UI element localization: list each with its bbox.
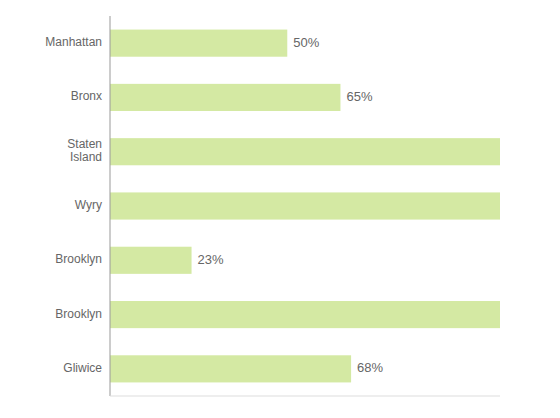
y-tick-label: Wyry	[75, 198, 102, 212]
bar	[110, 30, 287, 57]
y-tick-label-line: Gliwice	[63, 361, 102, 375]
bar	[110, 192, 500, 219]
data-label: 68%	[357, 360, 383, 375]
y-tick-label: Bronx	[71, 90, 102, 104]
data-label: 23%	[198, 252, 224, 267]
axes	[110, 16, 500, 396]
y-tick-label: Manhattan	[45, 35, 102, 49]
bar	[110, 301, 500, 328]
y-tick-labels: Manhattan Bronx StatenIsland Wyry Brooklyn Br…	[45, 35, 102, 375]
y-tick-label-line: Manhattan	[45, 35, 102, 49]
y-axis-line	[110, 16, 111, 396]
y-tick-label-line: Brooklyn	[55, 252, 102, 266]
y-tick-label: StatenIsland	[67, 137, 102, 164]
bar	[110, 247, 192, 274]
y-tick-label-line: Bronx	[71, 90, 102, 104]
y-tick-label: Gliwice	[63, 361, 102, 375]
chart-container: Manhattan Bronx StatenIsland Wyry Brooklyn Br…	[0, 0, 560, 418]
y-tick-label-line: Staten	[67, 137, 102, 151]
y-tick-label: Brooklyn	[55, 252, 102, 266]
bar	[110, 138, 500, 165]
bar	[110, 355, 351, 382]
chart-svg: Manhattan Bronx StatenIsland Wyry Brooklyn Br…	[0, 0, 560, 418]
y-tick-label: Brooklyn	[55, 307, 102, 321]
data-label: 65%	[346, 89, 372, 104]
data-labels: 50% 65% 23% 68%	[198, 35, 384, 376]
y-tick-label-line: Brooklyn	[55, 307, 102, 321]
y-tick-label-line: Island	[70, 150, 102, 164]
x-axis-line	[110, 396, 500, 397]
bars	[110, 30, 500, 383]
y-tick-label-line: Wyry	[75, 198, 102, 212]
data-label: 50%	[293, 35, 319, 50]
bar	[110, 84, 340, 111]
